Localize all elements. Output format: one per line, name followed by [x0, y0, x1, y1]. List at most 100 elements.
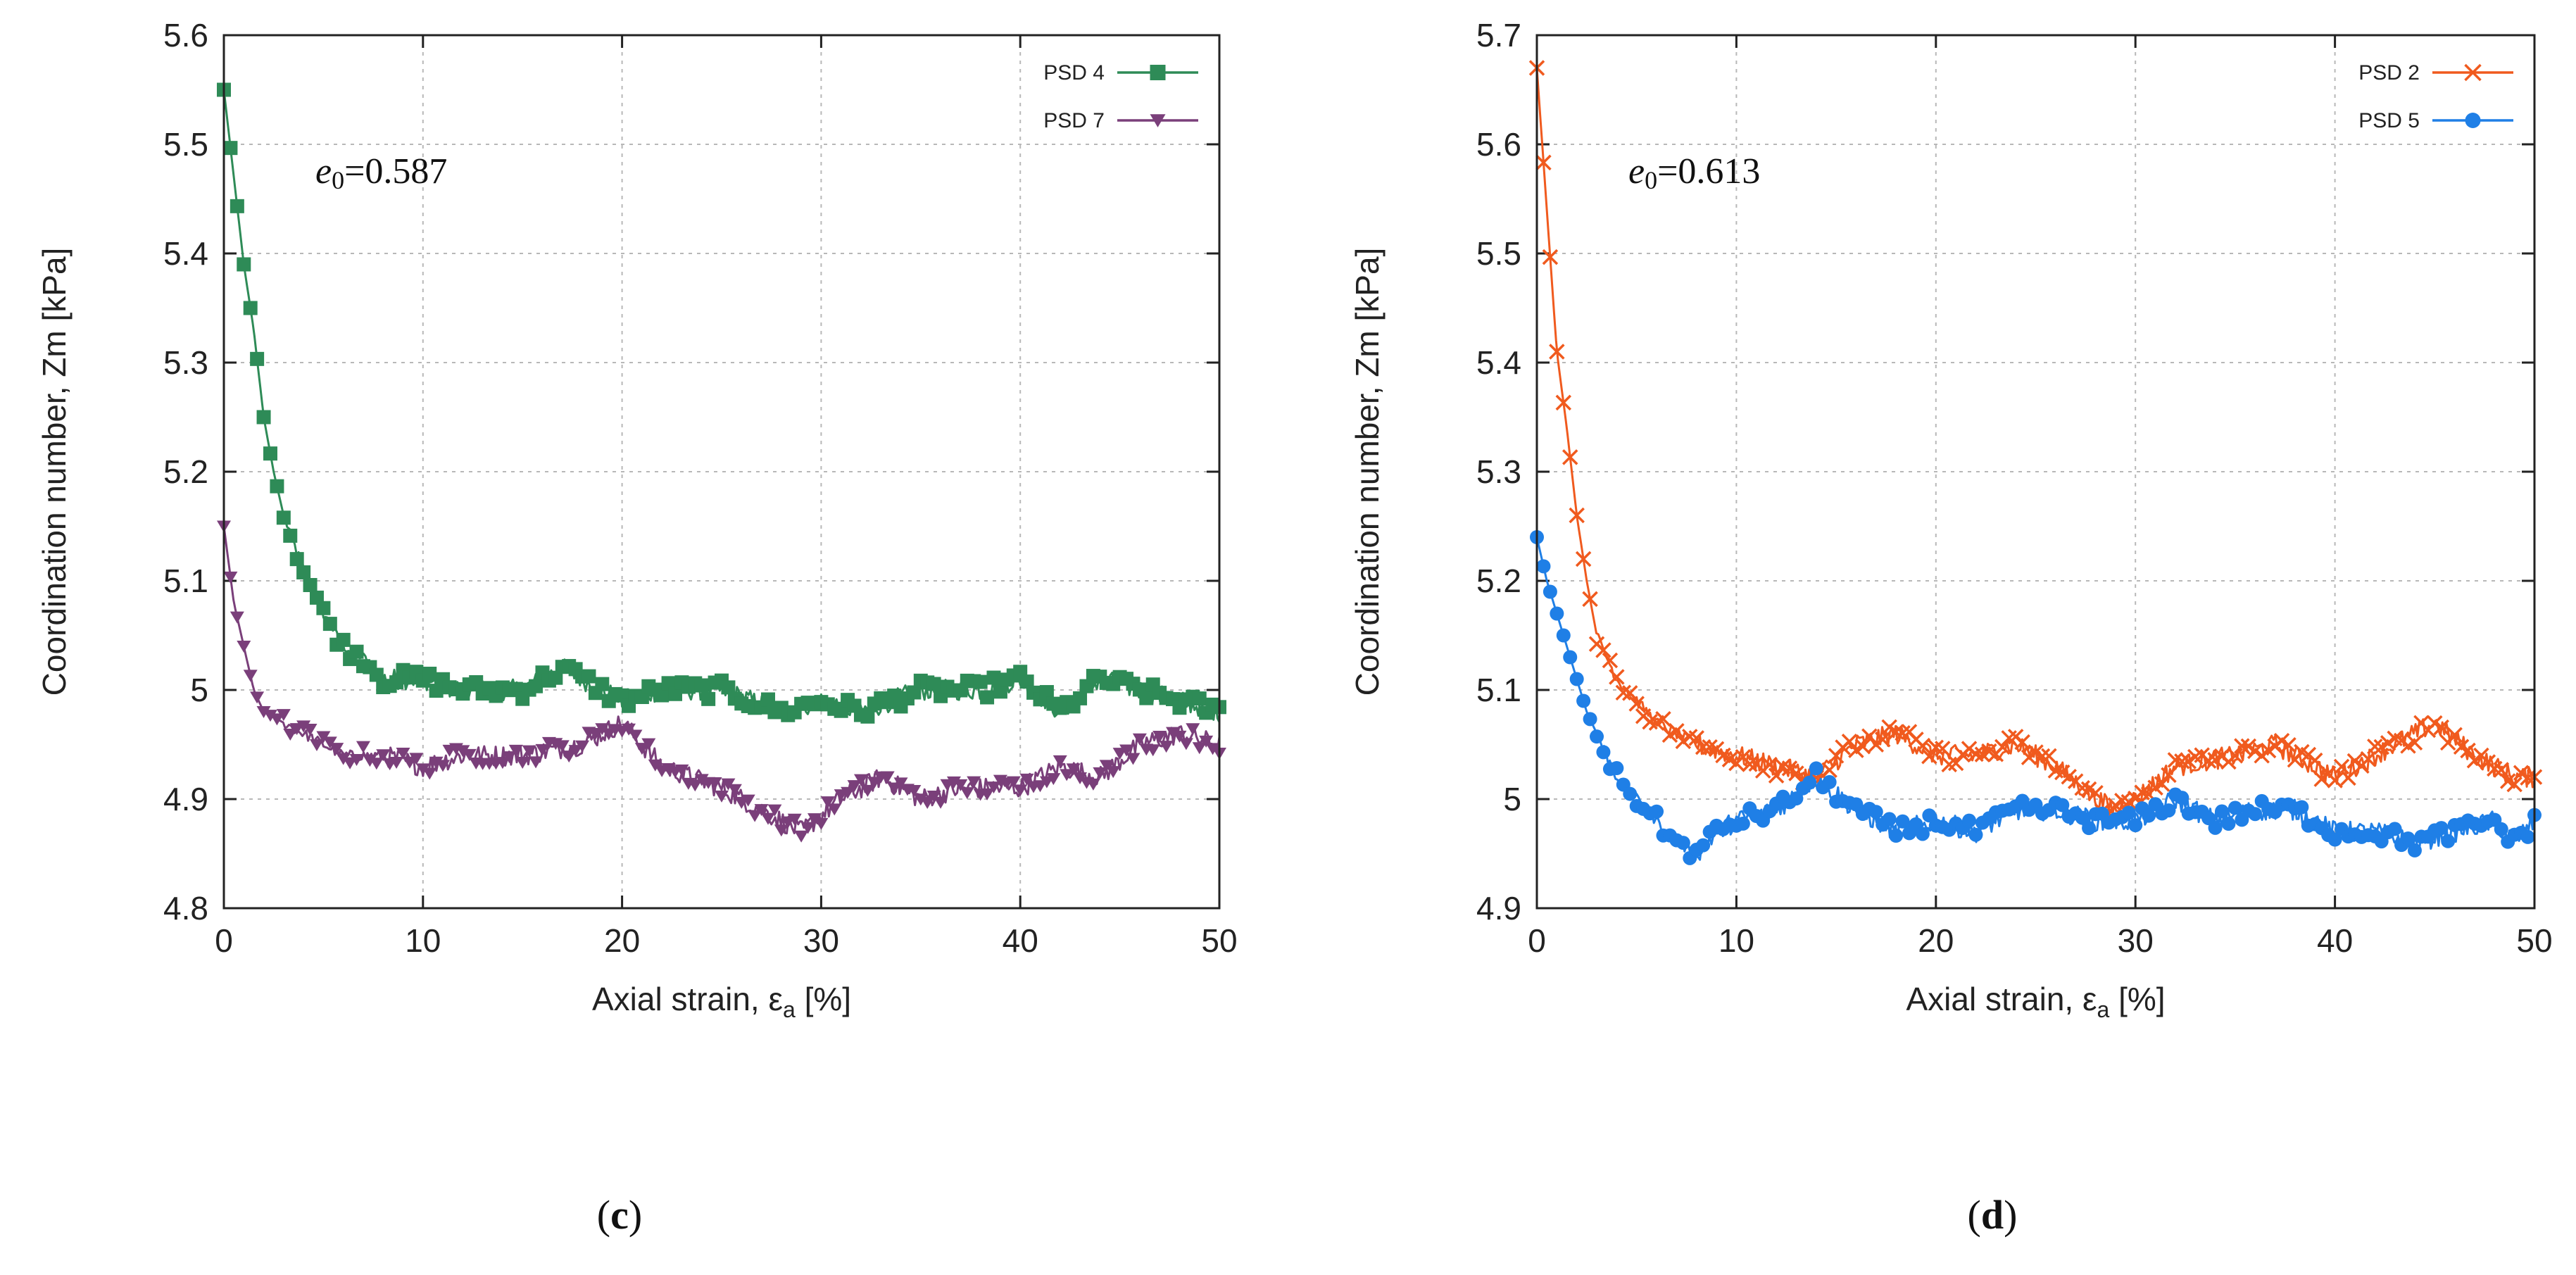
data-point [827, 803, 842, 816]
data-point [2407, 843, 2422, 858]
data-point [655, 688, 670, 703]
data-point [1019, 773, 1034, 786]
data-point [1542, 249, 1559, 265]
data-point [1809, 761, 1823, 776]
data-point [1696, 838, 1711, 853]
series-markers [1528, 60, 2543, 822]
data-point [1053, 755, 1067, 767]
data-point [1126, 753, 1141, 765]
data-point [369, 667, 384, 682]
data-point [1166, 727, 1181, 739]
data-point [303, 578, 318, 593]
data-point [1583, 712, 1597, 727]
data-point [628, 729, 643, 742]
data-point [396, 747, 410, 760]
y-tick-label: 5.6 [1476, 126, 1521, 163]
data-point [402, 756, 417, 769]
data-point [1562, 449, 1578, 465]
data-point [1073, 691, 1088, 705]
data-point [2506, 776, 2522, 793]
y-tick-label: 5.1 [163, 563, 208, 599]
data-point [1575, 551, 1592, 567]
series-markers [1530, 530, 2542, 865]
data-point [548, 670, 563, 685]
data-point [2307, 752, 2323, 769]
x-tick-label: 50 [2516, 922, 2552, 959]
legend-marker [2464, 63, 2482, 82]
data-point [436, 760, 451, 772]
data-point [2493, 762, 2510, 778]
data-point [2221, 817, 2236, 831]
data-point [522, 745, 536, 758]
data-point [595, 723, 610, 736]
data-point [834, 703, 848, 718]
data-point [993, 684, 1007, 699]
data-point [2340, 770, 2356, 786]
x-tick-label: 10 [405, 922, 441, 959]
data-point [1066, 763, 1081, 776]
data-point [1735, 816, 1750, 831]
x-tick-label: 0 [215, 922, 233, 959]
legend-marker [2465, 113, 2481, 128]
data-point [1968, 827, 1983, 842]
data-point [1159, 741, 1174, 753]
data-point [2520, 829, 2535, 844]
data-point [2494, 822, 2508, 836]
data-point [973, 674, 988, 689]
data-point [336, 753, 351, 765]
data-point [2107, 797, 2124, 813]
x-tick-label: 40 [1003, 922, 1038, 959]
data-point [1132, 733, 1147, 746]
data-point [1828, 748, 1845, 764]
y-tick-label: 5.5 [163, 126, 208, 163]
plot-frame [1535, 34, 2536, 910]
data-point [1895, 814, 1910, 829]
y-tick-label: 5.4 [1476, 344, 1521, 381]
x-tick-label: 10 [1719, 922, 1754, 959]
data-point [1922, 808, 1937, 823]
data-point [2327, 772, 2343, 789]
y-tick-label: 5 [190, 672, 208, 708]
legend-label: PSD 5 [2358, 109, 2420, 132]
x-tick-label: 20 [604, 922, 640, 959]
data-point [1854, 738, 1871, 755]
data-point [980, 788, 995, 800]
data-point [1623, 786, 1638, 801]
data-point [316, 601, 331, 615]
data-point [1889, 829, 1904, 843]
series-markers [217, 520, 1226, 843]
data-point [276, 709, 291, 722]
data-point [1742, 756, 1758, 772]
data-point [2208, 820, 2223, 835]
data-point [2513, 765, 2530, 781]
y-tick-label: 5.6 [163, 17, 208, 54]
data-point [508, 744, 523, 757]
data-point [887, 689, 902, 703]
data-point [668, 686, 683, 701]
data-point [243, 670, 258, 682]
data-point [555, 740, 570, 753]
data-point [1013, 784, 1028, 797]
data-point [223, 571, 238, 584]
data-point [2294, 800, 2309, 815]
data-point [1915, 827, 1930, 841]
data-point [309, 739, 324, 752]
data-point [622, 723, 636, 736]
data-point [1695, 739, 1711, 755]
y-tick-label: 4.9 [163, 781, 208, 817]
data-point [960, 787, 974, 800]
x-tick-label: 20 [1918, 922, 1954, 959]
data-point [754, 804, 769, 817]
data-point [356, 741, 370, 753]
series-psd-4 [217, 82, 1226, 724]
data-point [887, 782, 902, 795]
data-point [847, 780, 862, 793]
data-point [1139, 691, 1154, 705]
data-point [2333, 758, 2350, 775]
x-axis-label: Axial strain, εa [%] [592, 981, 851, 1022]
data-point [329, 743, 344, 755]
data-point [250, 691, 265, 704]
data-point [263, 446, 277, 461]
data-point [2360, 750, 2377, 767]
data-point [2346, 753, 2363, 770]
